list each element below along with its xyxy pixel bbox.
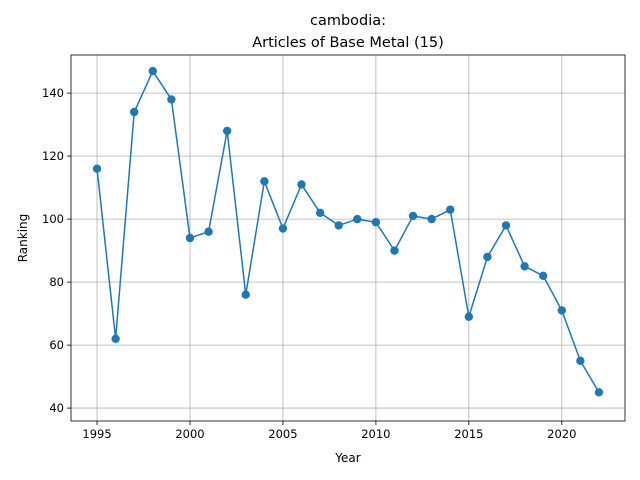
- y-tick-label: 100: [42, 212, 64, 226]
- data-point: [204, 227, 213, 236]
- data-point: [185, 233, 195, 243]
- data-point: [92, 164, 102, 173]
- series-layer: [92, 66, 604, 397]
- y-tick-label: 80: [49, 275, 64, 289]
- x-axis-ticks: 1995 2000 2005 2010 2015 2020: [82, 421, 576, 441]
- data-point: [315, 208, 325, 218]
- data-point: [464, 312, 474, 321]
- series-line: [96, 69, 600, 393]
- data-point: [167, 95, 176, 104]
- data-point: [334, 221, 343, 230]
- data-point: [408, 211, 418, 221]
- data-point: [520, 262, 529, 271]
- data-point: [353, 214, 362, 224]
- data-point: [427, 214, 436, 224]
- data-point: [241, 290, 250, 299]
- data-point: [576, 356, 585, 366]
- data-point: [222, 126, 232, 136]
- data-point: [297, 180, 306, 189]
- data-point: [390, 246, 399, 255]
- x-tick-label: 2000: [175, 427, 204, 441]
- data-point: [130, 107, 139, 117]
- chart-title: cambodia:: [310, 13, 386, 29]
- data-point: [111, 334, 120, 343]
- x-tick-label: 2005: [268, 427, 297, 441]
- x-axis-label: Year: [334, 451, 360, 465]
- data-point: [446, 205, 455, 214]
- chart-subtitle: Articles of Base Metal (15): [252, 35, 444, 51]
- y-tick-label: 140: [42, 86, 64, 100]
- data-point: [483, 252, 492, 262]
- y-tick-label: 60: [49, 338, 64, 352]
- y-tick-label: 40: [49, 401, 64, 415]
- data-point: [557, 306, 566, 315]
- data-point: [260, 177, 269, 186]
- data-point: [148, 66, 157, 76]
- y-tick-label: 120: [42, 149, 64, 163]
- x-tick-label: 2020: [547, 427, 576, 441]
- data-point: [278, 224, 288, 233]
- x-tick-label: 2010: [361, 427, 390, 441]
- plot-area-frame: [70, 54, 626, 422]
- x-tick-label: 1995: [82, 427, 111, 441]
- data-point: [371, 218, 381, 227]
- data-point: [539, 271, 548, 280]
- x-tick-label: 2015: [454, 427, 483, 441]
- y-axis-ticks: 40 60 80 100 120 140: [42, 86, 71, 415]
- y-axis-label: Ranking: [16, 214, 30, 263]
- data-point: [594, 388, 604, 397]
- data-point: [501, 221, 511, 230]
